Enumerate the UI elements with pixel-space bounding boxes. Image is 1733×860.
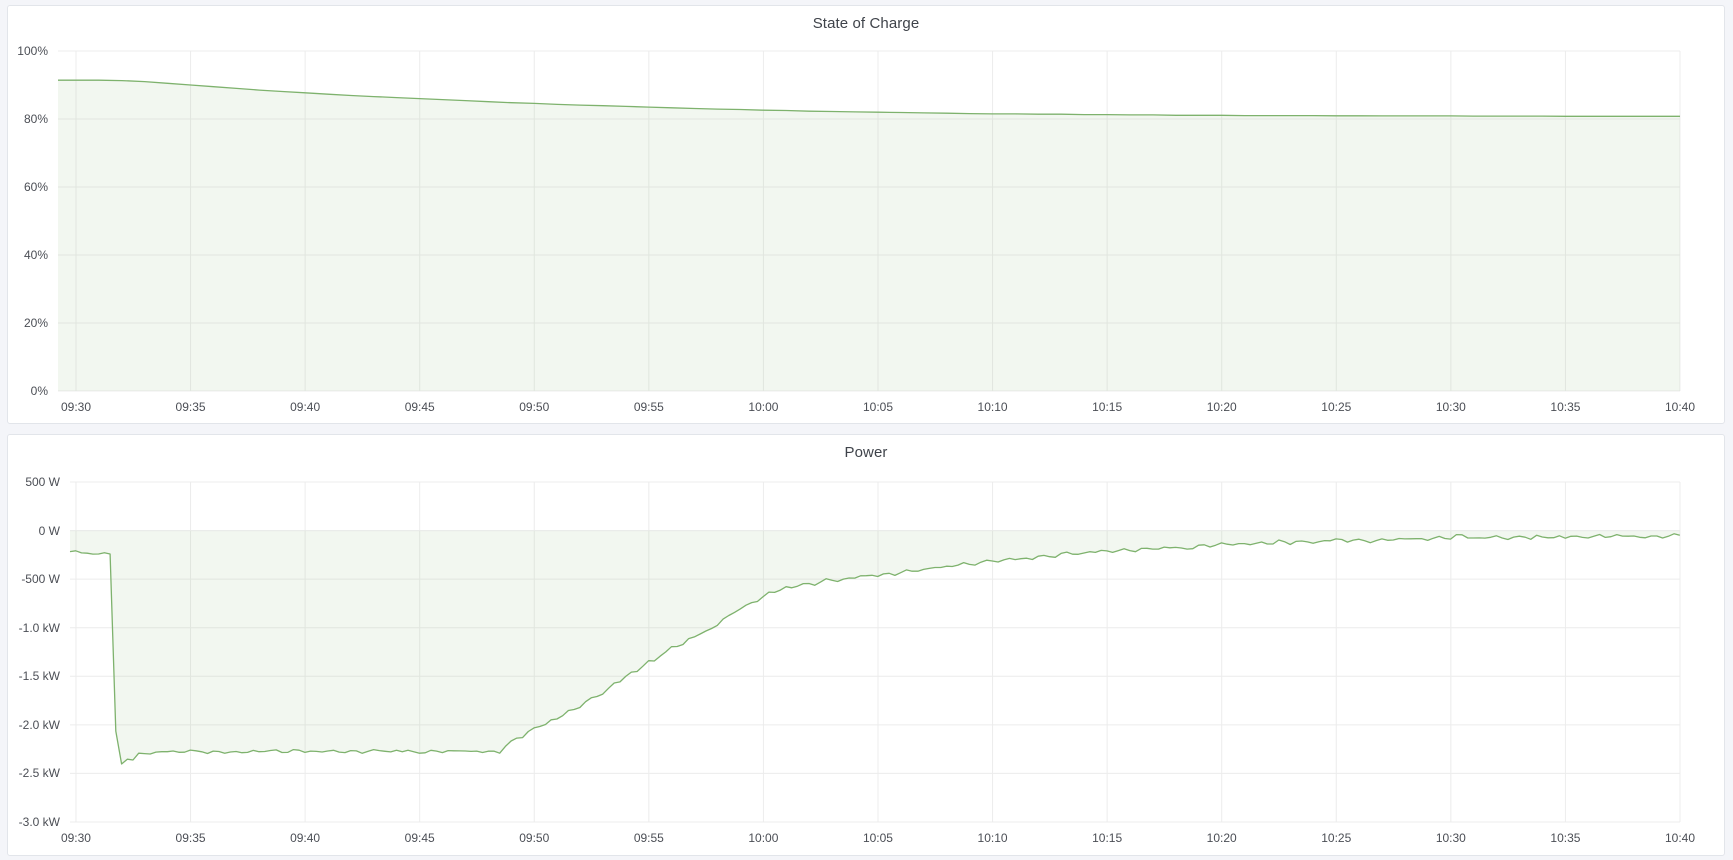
y-axis-tick-label: 20% [23, 316, 48, 330]
x-axis-tick-label: 09:50 [519, 400, 550, 414]
y-axis-tick-label: -2.5 kW [18, 766, 60, 781]
x-axis-tick-label: 09:30 [60, 831, 91, 845]
x-axis-tick-label: 10:30 [1435, 831, 1466, 845]
y-axis-tick-label: -2.0 kW [18, 717, 60, 732]
x-axis-tick-label: 10:10 [977, 831, 1008, 845]
y-axis-tick-label: 100% [17, 44, 48, 58]
y-axis-tick-label: 80% [23, 112, 48, 126]
x-axis-tick-label: 10:15 [1092, 831, 1123, 845]
soc-panel: State of Charge 100% 80% 60% 40% 20% 0% 09:30 0… [7, 5, 1725, 424]
x-axis-tick-label: 09:40 [290, 400, 321, 414]
soc-panel-title[interactable]: State of Charge [812, 15, 920, 32]
power-series-area [70, 530, 1680, 764]
x-axis-tick-label: 09:40 [290, 831, 321, 845]
x-axis-tick-label: 09:45 [404, 400, 435, 414]
x-axis-tick-label: 10:00 [748, 400, 779, 414]
soc-plot-svg[interactable] [8, 6, 1724, 423]
x-axis-tick-label: 09:35 [175, 831, 206, 845]
x-axis-tick-label: 10:20 [1206, 831, 1237, 845]
y-axis-tick-label: -3.0 kW [18, 815, 60, 829]
y-axis-tick-label: -1.5 kW [18, 669, 60, 684]
x-axis-tick-label: 10:25 [1321, 831, 1352, 845]
soc-series-area [58, 80, 1680, 391]
y-axis-tick-label: -1.0 kW [18, 620, 60, 635]
x-axis-tick-label: 10:25 [1321, 400, 1352, 414]
x-axis-tick-label: 10:40 [1664, 831, 1696, 845]
x-axis-tick-label: 10:10 [977, 400, 1008, 414]
x-axis-tick-label: 09:45 [404, 831, 435, 845]
soc-series-line [58, 79, 1680, 117]
y-axis-tick-label: 40% [23, 248, 48, 262]
x-axis-tick-label: 10:35 [1550, 831, 1581, 845]
power-plot-svg[interactable] [8, 435, 1724, 855]
x-axis-tick-label: 10:00 [748, 831, 779, 845]
x-axis-tick-label: 10:05 [862, 400, 893, 414]
x-axis-tick-label: 09:55 [633, 831, 664, 845]
x-axis-tick-label: 09:35 [175, 400, 206, 414]
power-chart[interactable]: 500 W 0 W -500 W -1.0 kW -1.5 kW -2.0 kW -2.5 … [8, 435, 1724, 855]
x-axis-tick-label: 09:50 [519, 831, 550, 845]
y-axis-tick-label: -500 W [21, 572, 60, 587]
x-axis-tick-label: 10:35 [1550, 400, 1581, 414]
power-panel-title[interactable]: Power [844, 444, 888, 461]
x-axis-tick-label: 10:05 [862, 831, 893, 845]
power-panel: Power 500 W 0 W -500 W -1.0 kW -1.5 kW -2.0 k… [7, 434, 1725, 856]
y-axis-tick-label: 0% [30, 384, 48, 398]
x-axis-tick-label: 10:20 [1206, 400, 1237, 414]
x-axis-tick-label: 10:15 [1092, 400, 1123, 414]
y-axis-tick-label: 60% [23, 180, 48, 194]
x-axis-tick-label: 10:40 [1664, 400, 1696, 414]
power-series-line [69, 533, 1680, 765]
y-axis-tick-label: 0 W [38, 523, 60, 538]
soc-chart[interactable]: 100% 80% 60% 40% 20% 0% 09:30 09:35 09:40 09:45 09… [8, 6, 1724, 423]
y-axis-tick-label: 500 W [25, 475, 60, 489]
x-axis-tick-label: 09:55 [633, 400, 664, 414]
x-axis-tick-label: 09:30 [60, 400, 91, 414]
x-axis-tick-label: 10:30 [1435, 400, 1466, 414]
